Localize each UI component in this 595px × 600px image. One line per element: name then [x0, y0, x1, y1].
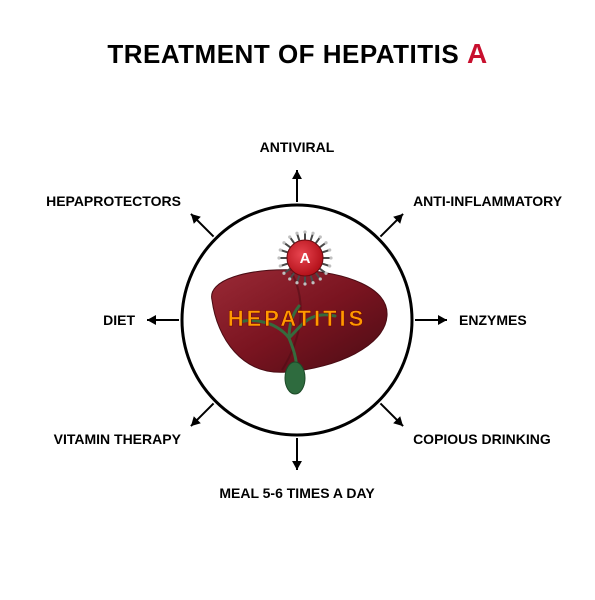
virus-spike-tip [282, 272, 285, 275]
virus-spike-tip [279, 248, 282, 251]
liver-illustration: HEPATITIS [212, 270, 387, 394]
treatment-label: ANTI-INFLAMMATORY [413, 193, 563, 209]
treatment-label: VITAMIN THERAPY [54, 431, 182, 447]
treatment-label: ENZYMES [459, 312, 527, 328]
radial-diagram: ANTIVIRAL ANTI-INFLAMMATORY ENZYMES COPIOUS… [0, 90, 595, 550]
virus-spike-tip [324, 272, 327, 275]
treatment-label: ANTIVIRAL [260, 139, 335, 155]
virus-spike-tip [324, 241, 327, 244]
treatment-label: HEPAPROTECTORS [46, 193, 181, 209]
liver-label: HEPATITIS [228, 306, 367, 331]
virus-spike-tip [295, 281, 298, 284]
virus-spike-tip [288, 277, 291, 280]
arrow-head [292, 170, 302, 179]
virus-spike-tip [311, 232, 314, 235]
page-title: TREATMENT OF HEPATITIS A [0, 38, 595, 70]
arrow-head [292, 461, 302, 470]
virus-spike-tip [328, 264, 331, 267]
title-letter: A [467, 38, 488, 69]
treatment-label: COPIOUS DRINKING [413, 431, 551, 447]
virus-spike-tip [329, 256, 332, 259]
gallbladder [285, 362, 305, 394]
virus-spike-tip [319, 277, 322, 280]
arrow-head [438, 315, 447, 325]
virus-spike-tip [303, 282, 306, 285]
diagram-svg: ANTIVIRAL ANTI-INFLAMMATORY ENZYMES COPIOUS… [0, 90, 595, 550]
virus-spike-tip [279, 264, 282, 267]
virus-spike-tip [277, 256, 280, 259]
virus-spike-tip [303, 230, 306, 233]
virus-spike-tip [295, 232, 298, 235]
title-prefix: TREATMENT OF HEPATITIS [107, 39, 459, 69]
arrow-head [147, 315, 156, 325]
virus-spike-tip [282, 241, 285, 244]
virus-spike-tip [328, 248, 331, 251]
virus-spike-tip [311, 281, 314, 284]
virus-spike-tip [319, 235, 322, 238]
treatment-label: DIET [103, 312, 135, 328]
virus-letter: A [300, 250, 311, 267]
treatment-label: MEAL 5-6 TIMES A DAY [219, 485, 375, 501]
virus-spike-tip [288, 235, 291, 238]
